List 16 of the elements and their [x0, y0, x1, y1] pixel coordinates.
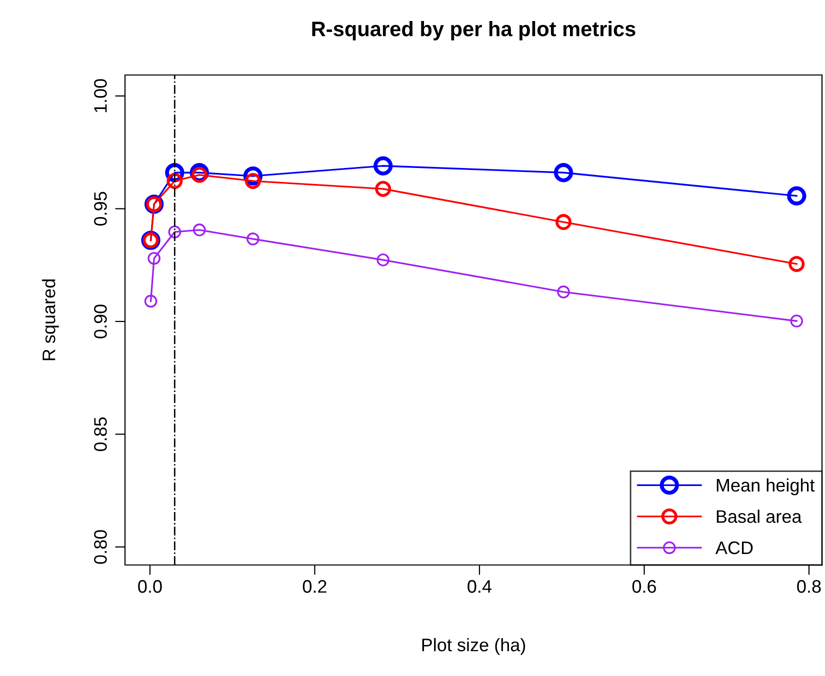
y-tick-label: 0.90	[94, 304, 107, 338]
y-tick-label: 0.95	[94, 192, 107, 226]
x-axis-title: Plot size (ha)	[422, 638, 526, 655]
x-tick-label: 0.4	[468, 580, 492, 593]
y-axis-title: R squared	[42, 280, 59, 360]
legend-label: Basal area	[716, 510, 802, 523]
x-tick-label: 0.6	[632, 580, 656, 593]
chart-title: R-squared by per ha plot metrics	[312, 21, 636, 40]
legend-label: ACD	[715, 541, 753, 554]
x-tick-label: 0.2	[302, 580, 326, 593]
y-tick-label: 1.00	[94, 79, 107, 112]
y-tick-label: 0.80	[94, 530, 107, 564]
x-tick-label: 0.0	[138, 580, 162, 593]
legend-label: Mean height	[716, 478, 815, 496]
x-tick-label: 0.8	[797, 580, 821, 593]
y-tick-label: 0.85	[94, 417, 107, 452]
